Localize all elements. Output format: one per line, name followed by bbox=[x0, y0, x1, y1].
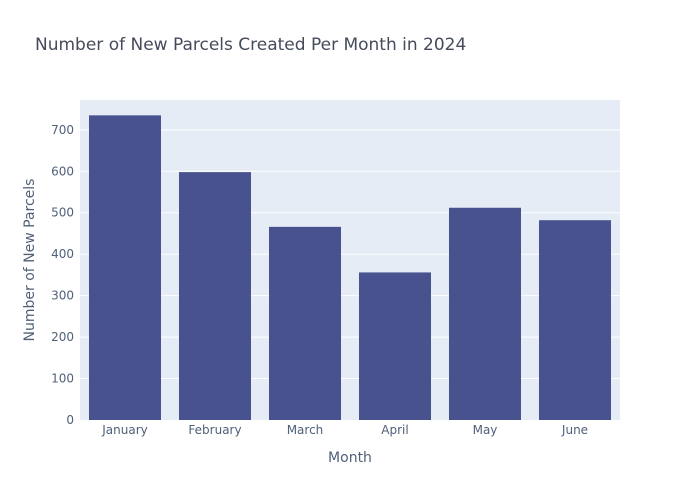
x-tick-label: April bbox=[381, 423, 408, 437]
bar-february bbox=[179, 172, 251, 420]
gridlines bbox=[80, 129, 620, 380]
x-axis-title: Month bbox=[328, 450, 372, 466]
y-axis-ticks: 0 100 200 300 400 500 600 700 bbox=[51, 123, 74, 427]
x-tick-label: March bbox=[287, 423, 324, 437]
x-axis-ticks: January February March April May June bbox=[101, 423, 588, 437]
y-tick-label: 700 bbox=[51, 123, 74, 137]
bar-may bbox=[449, 207, 521, 420]
bar-april bbox=[359, 272, 431, 420]
chart-title: Number of New Parcels Created Per Month … bbox=[35, 35, 466, 55]
x-tick-label: June bbox=[561, 423, 588, 437]
y-tick-label: 0 bbox=[66, 413, 74, 427]
bars bbox=[89, 115, 611, 420]
y-tick-label: 300 bbox=[51, 289, 74, 303]
bar-january bbox=[89, 115, 161, 420]
bar-march bbox=[269, 226, 341, 420]
bar-june bbox=[539, 220, 611, 420]
y-tick-label: 200 bbox=[51, 330, 74, 344]
plot-area bbox=[80, 100, 620, 420]
y-tick-label: 400 bbox=[51, 247, 74, 261]
x-tick-label: May bbox=[473, 423, 498, 437]
y-axis-title: Number of New Parcels bbox=[22, 179, 38, 342]
y-tick-label: 500 bbox=[51, 206, 74, 220]
x-tick-label: February bbox=[188, 423, 241, 437]
y-tick-label: 600 bbox=[51, 164, 74, 178]
x-tick-label: January bbox=[101, 423, 148, 437]
y-tick-label: 100 bbox=[51, 372, 74, 386]
